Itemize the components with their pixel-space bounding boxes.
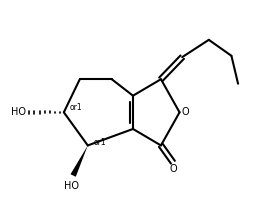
Text: HO: HO — [11, 107, 26, 117]
Text: O: O — [170, 164, 177, 174]
Polygon shape — [70, 145, 88, 177]
Text: HO: HO — [64, 181, 79, 191]
Text: or1: or1 — [70, 103, 82, 112]
Text: O: O — [182, 107, 189, 117]
Text: or1: or1 — [94, 138, 106, 147]
